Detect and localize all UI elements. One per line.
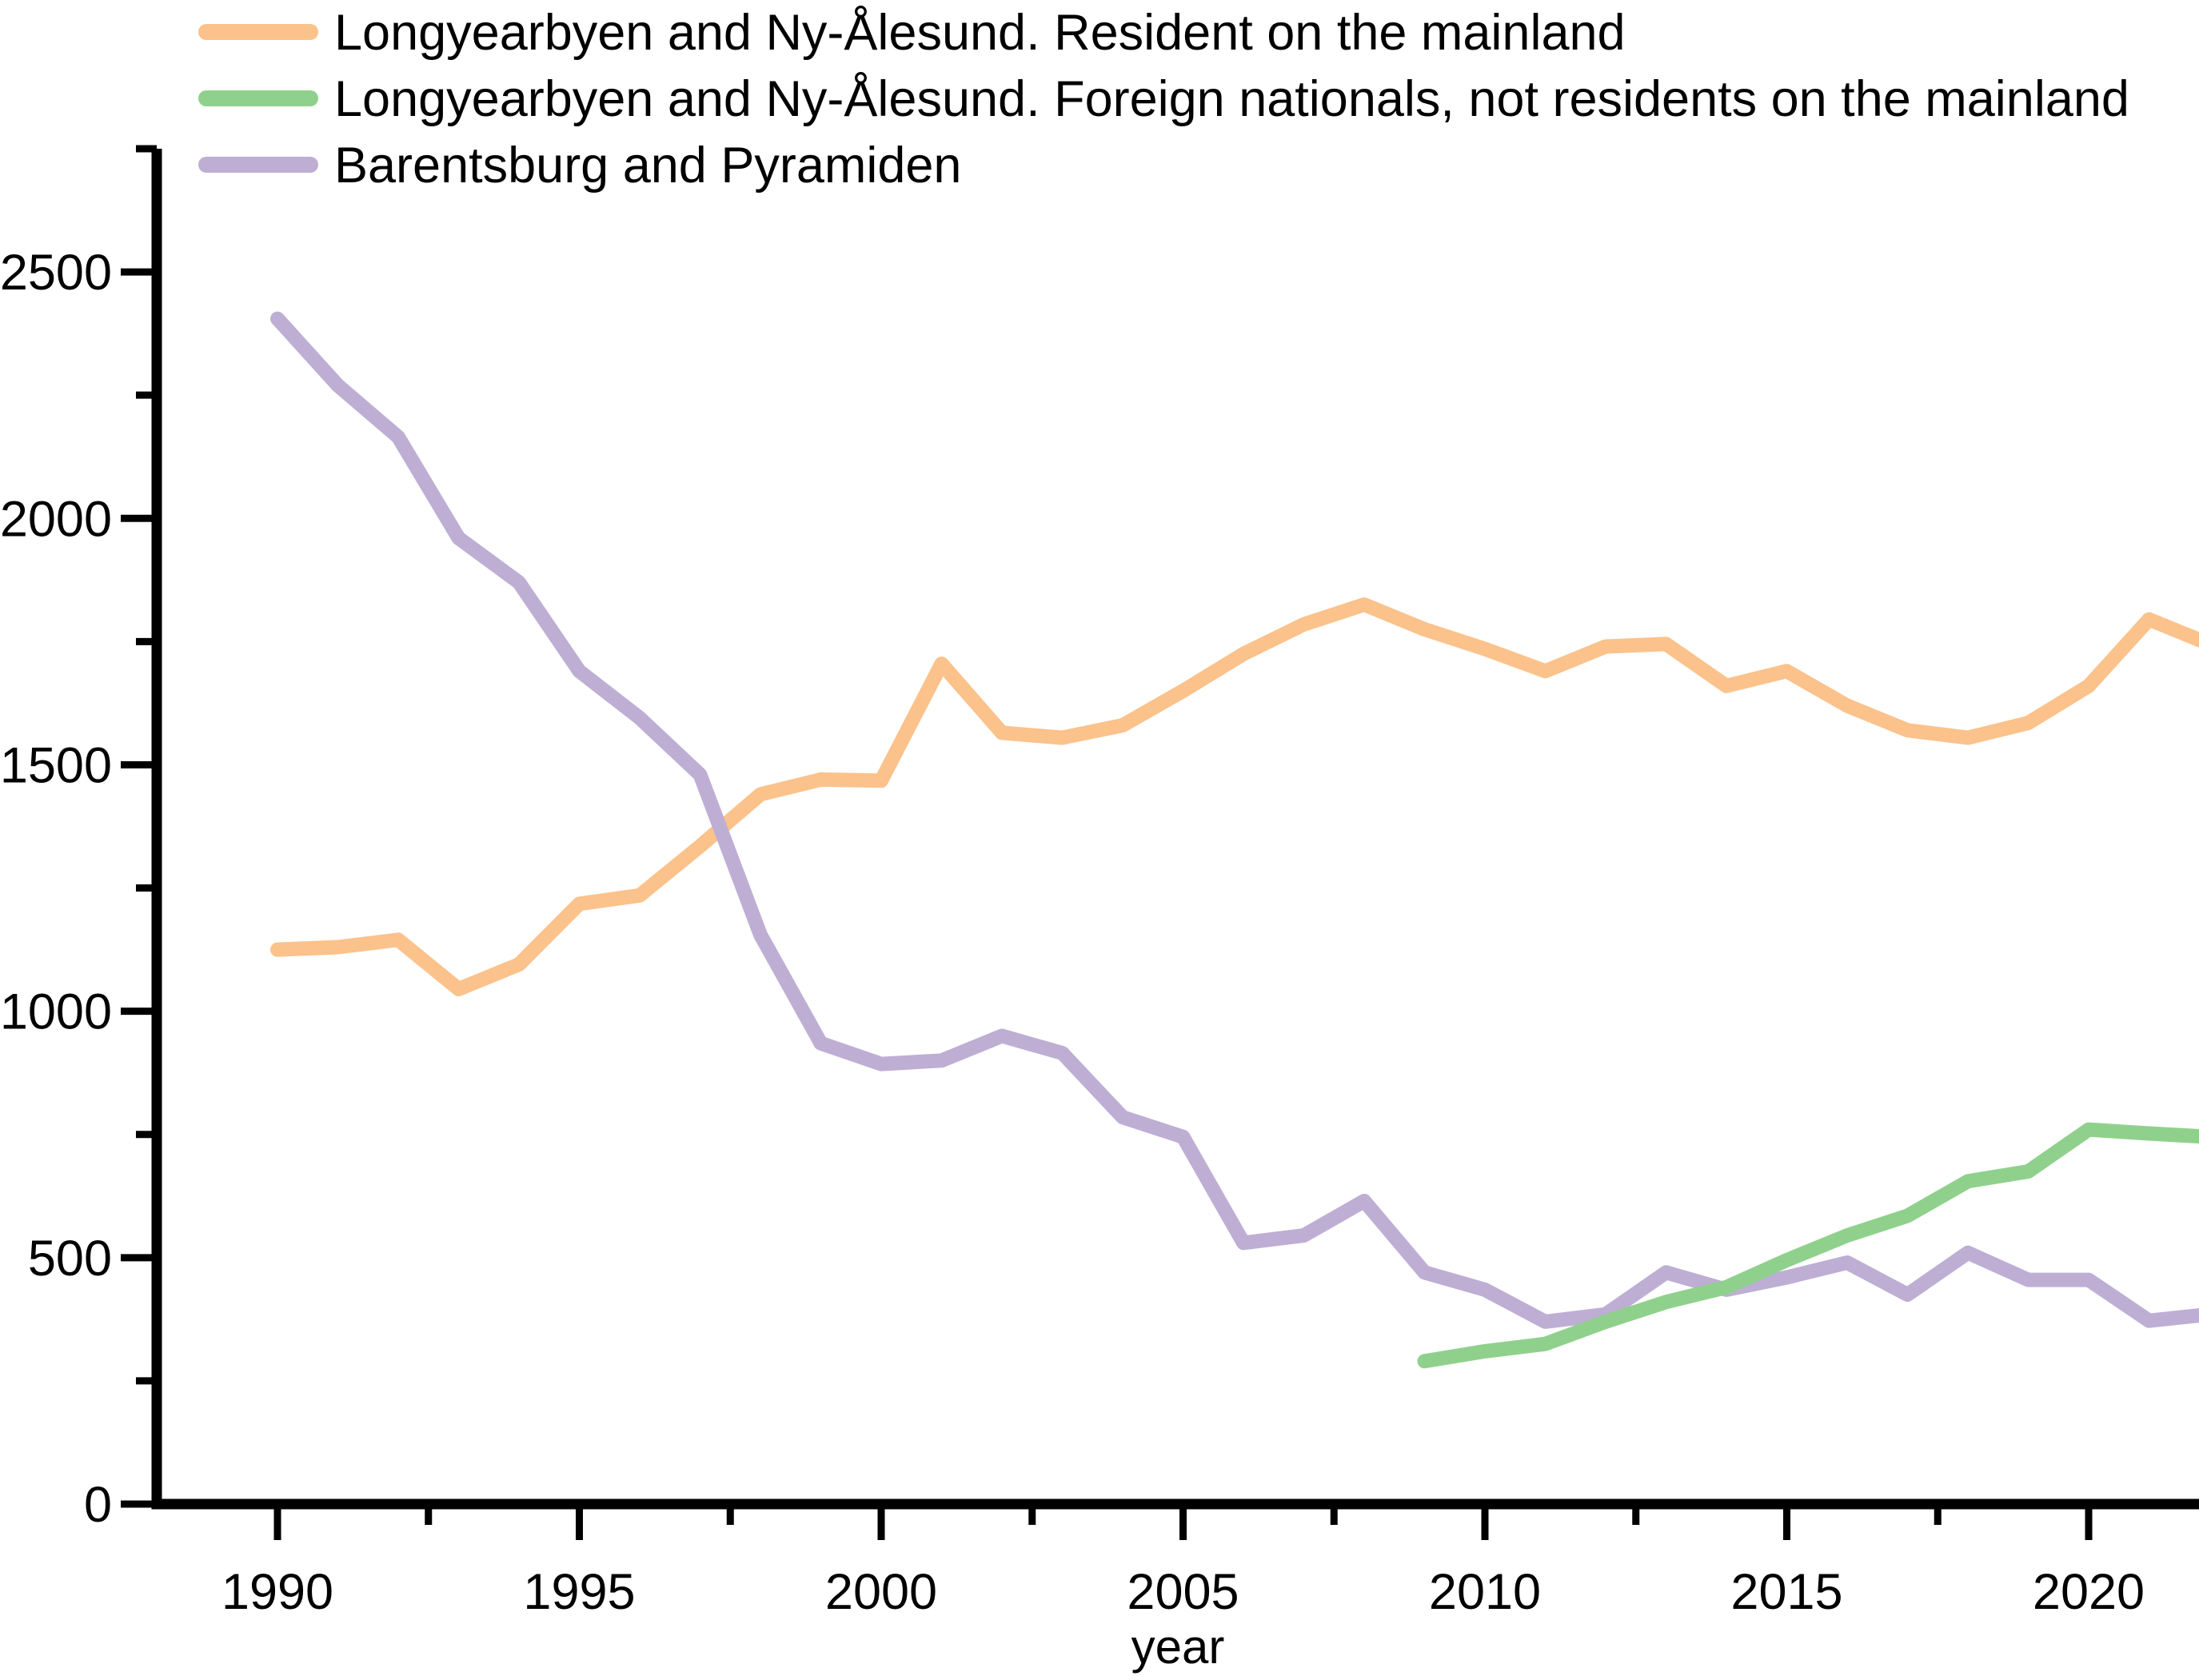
- y-tick-label: 2500: [0, 245, 112, 301]
- x-tick-label: 2010: [1429, 1564, 1541, 1620]
- legend-label-foreign-nationals: Longyearbyen and Ny-Ålesund. Foreign nat…: [334, 71, 2129, 127]
- legend-label-mainland-residents: Longyearbyen and Ny-Ålesund. Resident on…: [334, 5, 1626, 61]
- series-lines: [270, 311, 2199, 1369]
- x-tick-label: 1990: [221, 1564, 333, 1620]
- y-tick-label: 1000: [0, 984, 112, 1040]
- series-line-1: [1417, 1122, 2199, 1369]
- y-tick-label: 0: [84, 1477, 112, 1533]
- x-tick-label: 1995: [523, 1564, 635, 1620]
- axis-spines: [151, 149, 2199, 1510]
- y-tick-label: 500: [28, 1231, 112, 1287]
- x-tick-label: 2005: [1127, 1564, 1239, 1620]
- y-tick-label: 1500: [0, 737, 112, 793]
- x-tick-label: 2000: [825, 1564, 937, 1620]
- y-tick-label: 2000: [0, 491, 112, 547]
- x-axis-title: year: [1131, 1620, 1225, 1674]
- series-line-2: [270, 311, 2199, 1329]
- series-line-0: [270, 597, 2199, 996]
- x-tick-label: 2020: [2033, 1564, 2145, 1620]
- axes: 0 500 1000 1500 2000 2500 1990 1995 2000 2005 2010…: [0, 145, 2199, 1620]
- legend-label-barentsburg-pyramiden: Barentsburg and Pyramiden: [334, 138, 961, 194]
- x-tick-label: 2015: [1730, 1564, 1842, 1620]
- legend: Longyearbyen and Ny-Ålesund. Resident on…: [198, 5, 2129, 194]
